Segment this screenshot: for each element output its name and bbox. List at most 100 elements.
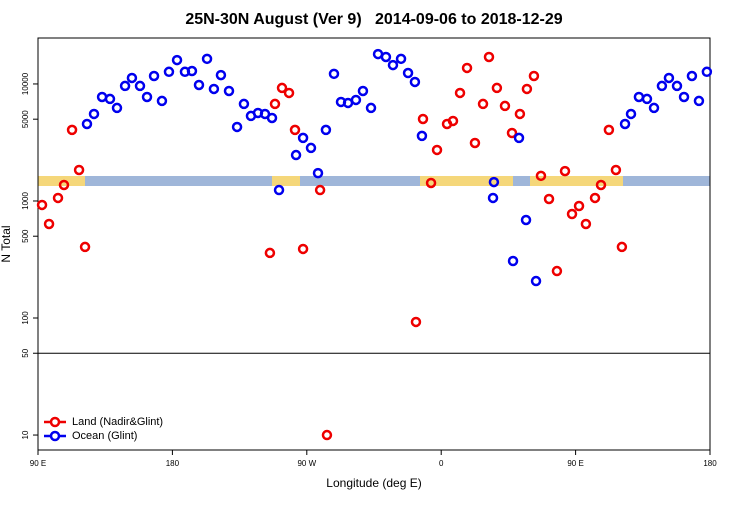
point <box>171 54 183 66</box>
point <box>447 115 459 127</box>
point <box>625 108 637 120</box>
land-strip <box>420 176 513 186</box>
point <box>506 127 518 139</box>
point <box>320 124 332 136</box>
point <box>616 241 628 253</box>
point <box>66 124 78 136</box>
land-ocean-strip <box>38 176 710 186</box>
point <box>350 94 362 106</box>
point <box>507 255 519 267</box>
point <box>276 82 288 94</box>
point <box>36 199 48 211</box>
point <box>701 66 713 78</box>
point <box>487 192 499 204</box>
x-tick-label: 90 W <box>297 459 316 468</box>
point <box>79 241 91 253</box>
point <box>264 247 276 259</box>
point <box>543 193 555 205</box>
point <box>238 98 250 110</box>
point <box>52 192 64 204</box>
point <box>641 93 653 105</box>
point <box>223 85 235 97</box>
point <box>530 275 542 287</box>
point <box>454 87 466 99</box>
point <box>491 82 503 94</box>
x-tick-label: 90 E <box>30 459 46 468</box>
point <box>521 83 533 95</box>
land-strip <box>530 176 623 186</box>
point <box>88 108 100 120</box>
land-strip <box>272 176 300 186</box>
plot-frame <box>37 37 711 451</box>
point <box>431 144 443 156</box>
point <box>58 179 70 191</box>
point <box>273 184 285 196</box>
point <box>693 95 705 107</box>
ocean-strip <box>38 176 710 186</box>
point <box>186 65 198 77</box>
point <box>193 79 205 91</box>
point <box>528 70 540 82</box>
y-axis-label: N Total <box>0 225 13 262</box>
point <box>297 132 309 144</box>
point <box>395 53 407 65</box>
x-tick-label: 180 <box>703 459 717 468</box>
point <box>231 121 243 133</box>
chart-title: 25N-30N August (Ver 9) 2014-09-06 to 201… <box>185 11 562 28</box>
point <box>566 208 578 220</box>
point <box>603 124 615 136</box>
y-tick-label: 50 <box>21 348 30 357</box>
x-tick-label: 90 E <box>567 459 583 468</box>
point <box>305 142 317 154</box>
point <box>520 214 532 226</box>
point <box>573 200 585 212</box>
point <box>477 98 489 110</box>
legend-marker <box>49 430 61 442</box>
point <box>514 108 526 120</box>
point <box>461 62 473 74</box>
x-axis-label: Longitude (deg E) <box>326 476 421 490</box>
point <box>380 51 392 63</box>
point <box>416 130 428 142</box>
point <box>134 80 146 92</box>
point <box>402 67 414 79</box>
point <box>266 112 278 124</box>
point <box>297 243 309 255</box>
legend-label: Ocean (Glint) <box>72 430 137 442</box>
point <box>678 91 690 103</box>
point <box>269 98 281 110</box>
point <box>357 85 369 97</box>
legend-marker <box>49 416 61 428</box>
point <box>290 149 302 161</box>
point <box>73 164 85 176</box>
point <box>201 53 213 65</box>
point <box>409 76 421 88</box>
y-tick-label: 1000 <box>21 192 30 210</box>
point <box>365 102 377 114</box>
y-tick-label: 10 <box>21 430 30 439</box>
point <box>156 95 168 107</box>
point <box>551 265 563 277</box>
point <box>111 102 123 114</box>
point <box>387 59 399 71</box>
point <box>148 70 160 82</box>
point <box>119 80 131 92</box>
point <box>141 91 153 103</box>
y-tick-label: 5000 <box>21 110 30 128</box>
point <box>126 72 138 84</box>
point <box>483 51 495 63</box>
point <box>208 83 220 95</box>
point <box>328 68 340 80</box>
point <box>686 70 698 82</box>
point <box>589 192 601 204</box>
y-tick-label: 500 <box>21 229 30 243</box>
point <box>425 177 437 189</box>
point <box>314 184 326 196</box>
point <box>81 118 93 130</box>
point <box>513 132 525 144</box>
point <box>580 218 592 230</box>
point <box>656 80 668 92</box>
point <box>499 100 511 112</box>
y-tick-label: 100 <box>21 311 30 325</box>
